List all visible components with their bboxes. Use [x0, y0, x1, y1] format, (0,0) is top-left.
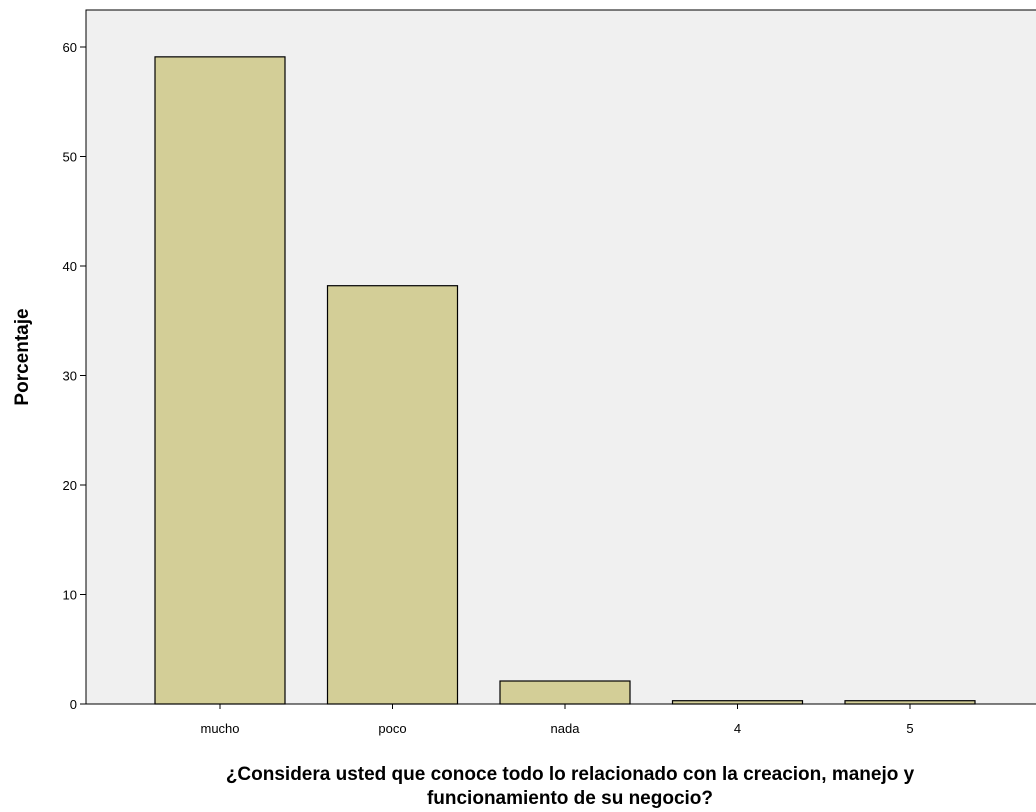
- x-tick-label: mucho: [200, 721, 239, 736]
- y-axis: 0 10 20 30 40 50 60: [63, 40, 86, 712]
- bar-mucho: [154, 56, 286, 705]
- bar-poco: [326, 285, 459, 705]
- bar-nada: [499, 680, 631, 705]
- y-tick-label: 40: [63, 259, 77, 274]
- x-axis: mucho poco nada 4 5: [200, 704, 914, 736]
- y-axis-title: Porcentaje: [12, 308, 33, 405]
- y-tick-label: 60: [63, 40, 77, 55]
- y-tick-label: 30: [63, 369, 77, 384]
- y-tick-label: 50: [63, 150, 77, 165]
- x-axis-title-line2: funcionamiento de su negocio?: [427, 788, 713, 809]
- x-tick-label: 4: [734, 721, 741, 736]
- bar-5: [844, 700, 976, 705]
- x-tick-label: nada: [551, 721, 581, 736]
- y-tick-label: 10: [63, 588, 77, 603]
- x-tick-label: poco: [378, 721, 406, 736]
- x-axis-title-line1: ¿Considera usted que conoce todo lo rela…: [226, 764, 915, 785]
- x-tick-label: 5: [906, 721, 913, 736]
- y-tick-label: 20: [63, 478, 77, 493]
- bar-4: [671, 700, 804, 705]
- y-tick-label: 0: [70, 697, 77, 712]
